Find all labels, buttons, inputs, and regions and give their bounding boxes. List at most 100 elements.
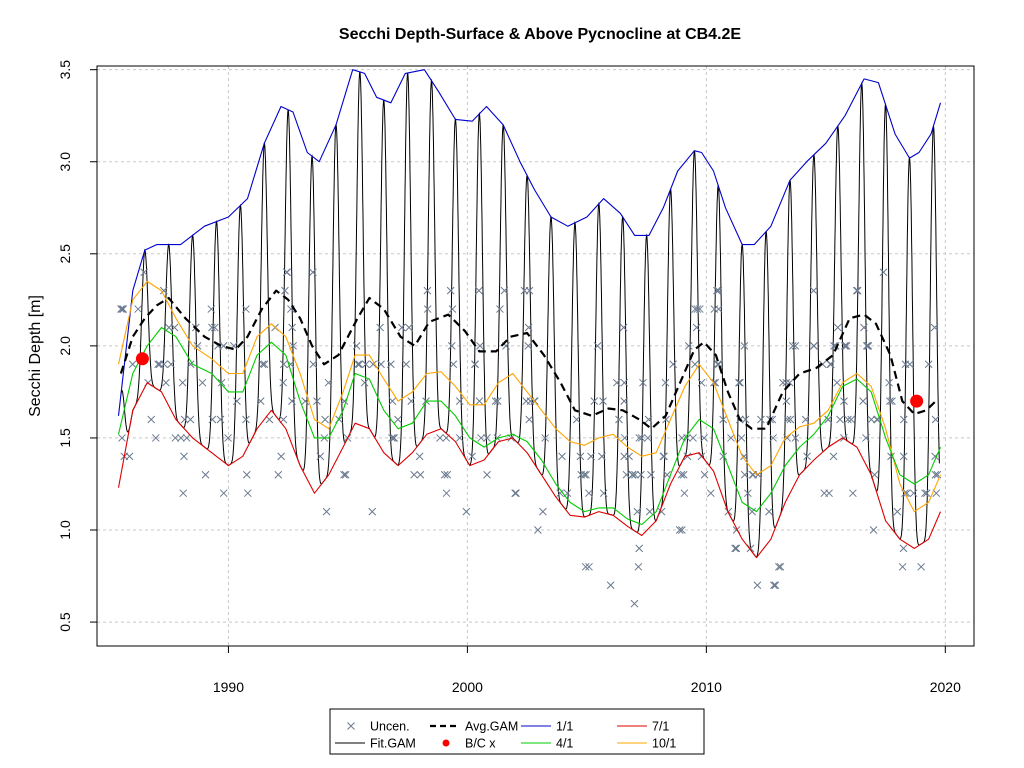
uncensored-point [361, 360, 370, 369]
uncensored-point [440, 470, 449, 479]
uncensored-point [496, 305, 504, 313]
uncensored-point [242, 415, 250, 424]
uncensored-point [402, 360, 411, 369]
series-line-7-1 [117, 382, 942, 559]
uncensored-point [679, 470, 688, 479]
uncensored-point [612, 378, 621, 387]
uncensored-point [355, 360, 364, 369]
uncensored-point [243, 489, 252, 498]
uncensored-point [840, 397, 848, 405]
uncensored-point [899, 544, 908, 553]
uncensored-point [520, 286, 529, 295]
uncensored-point [677, 526, 686, 534]
uncensored-point [265, 415, 274, 424]
uncensored-point [809, 286, 818, 295]
uncensored-point [288, 323, 297, 332]
legend-label: 4/1 [556, 737, 573, 751]
uncensored-point [147, 415, 156, 424]
uncensored-point [179, 489, 188, 498]
uncensored-point [783, 434, 791, 442]
bc-markers [135, 352, 924, 408]
bc-marker [135, 352, 149, 366]
uncensored-point [779, 378, 787, 387]
uncensored-point [930, 323, 939, 332]
uncensored-point [737, 434, 746, 442]
uncensored-point [740, 470, 749, 479]
x-tick-label: 1990 [213, 679, 244, 695]
uncensored-point [219, 489, 228, 498]
uncensored-point [765, 507, 773, 516]
uncensored-point [619, 323, 628, 332]
uncensored-point [471, 360, 479, 369]
uncensored-point [693, 305, 702, 313]
uncensored-point [313, 397, 321, 405]
grid [97, 66, 974, 646]
uncensored-point [631, 470, 639, 479]
uncensored-point [628, 470, 637, 479]
uncensored-point [689, 434, 697, 442]
uncensored-points [117, 268, 942, 608]
uncensored-point [186, 360, 195, 369]
uncensored-point [386, 360, 395, 369]
uncensored-point [258, 360, 267, 369]
uncensored-point [455, 434, 464, 442]
uncensored-point [324, 378, 333, 387]
uncensored-point [154, 360, 162, 369]
uncensored-point [279, 360, 288, 369]
uncensored-point [769, 434, 777, 442]
uncensored-point [576, 452, 585, 461]
uncensored-point [159, 286, 168, 295]
uncensored-point [782, 397, 791, 405]
uncensored-point [776, 562, 785, 571]
uncensored-point [853, 286, 862, 295]
uncensored-point [354, 360, 362, 369]
uncensored-point [447, 342, 456, 350]
uncensored-point [582, 470, 590, 479]
uncensored-point [922, 489, 931, 498]
series-line-1-1 [117, 69, 942, 416]
uncensored-point [888, 397, 896, 405]
uncensored-point [757, 415, 765, 424]
y-tick-label: 0.5 [57, 612, 73, 632]
uncensored-point [825, 489, 833, 498]
uncensored-point [859, 397, 867, 405]
uncensored-point [833, 323, 842, 332]
uncensored-point [321, 415, 329, 424]
uncensored-point [128, 360, 137, 369]
uncensored-point [677, 470, 686, 479]
uncensored-point [281, 286, 289, 295]
uncensored-point [279, 378, 288, 387]
uncensored-point [710, 305, 719, 313]
uncensored-point [390, 434, 399, 442]
uncensored-point [803, 452, 811, 461]
uncensored-point [180, 415, 189, 424]
uncensored-point [675, 526, 684, 534]
uncensored-point [886, 397, 894, 405]
uncensored-point [512, 489, 520, 498]
uncensored-point [669, 360, 677, 369]
uncensored-point [598, 452, 606, 461]
uncensored-point [633, 507, 642, 516]
legend-label: Fit.GAM [370, 737, 416, 751]
uncensored-point [511, 489, 519, 498]
uncensored-point [581, 562, 590, 571]
uncensored-point [683, 434, 691, 442]
uncensored-point [840, 342, 849, 350]
uncensored-point [714, 360, 723, 369]
uncensored-point [422, 397, 430, 405]
uncensored-point [736, 378, 744, 387]
uncensored-point [625, 452, 633, 461]
uncensored-point [208, 323, 216, 332]
uncensored-point [443, 470, 452, 479]
uncensored-point [818, 360, 827, 369]
uncensored-point [634, 562, 643, 571]
uncensored-point [659, 452, 668, 461]
uncensored-point [436, 434, 444, 442]
uncensored-point [134, 305, 142, 313]
uncensored-point [791, 434, 800, 442]
uncensored-point [524, 342, 533, 350]
uncensored-point [389, 434, 398, 442]
uncensored-point [899, 415, 908, 424]
